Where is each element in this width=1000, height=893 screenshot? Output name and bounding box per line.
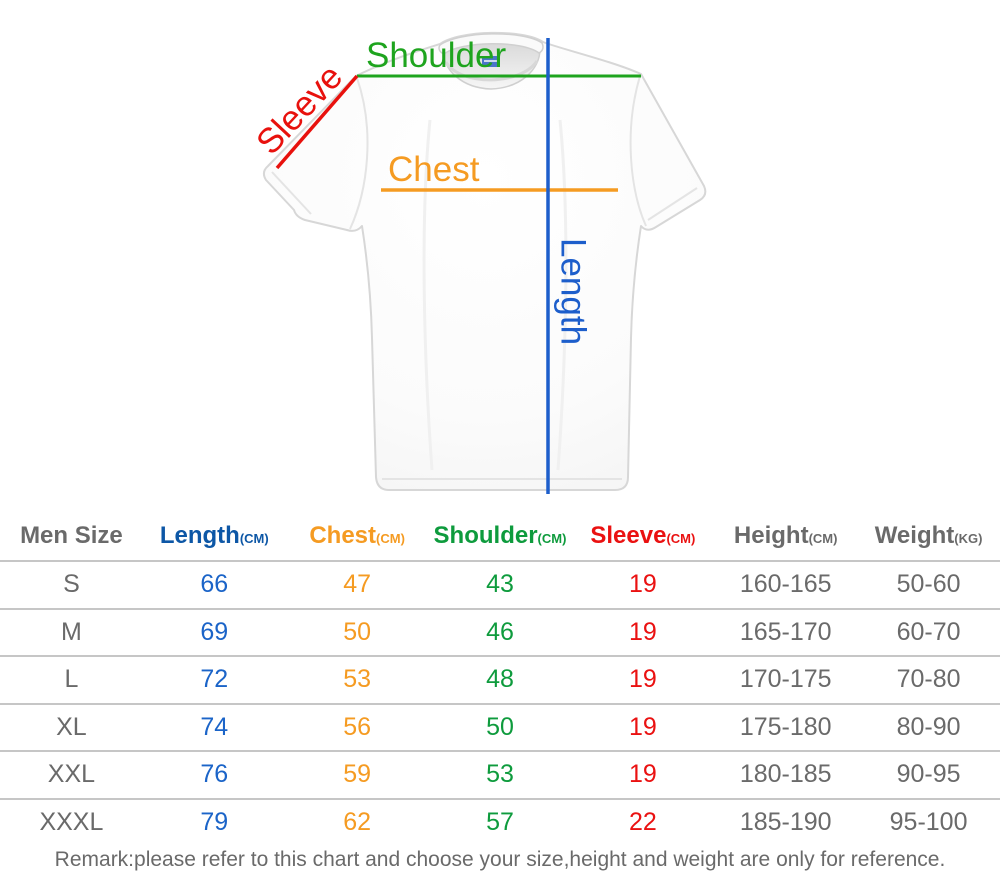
header-height: Height(CM) (733, 522, 838, 549)
left-cuff-seam (271, 171, 312, 215)
cell-weight: 60-70 (896, 617, 961, 646)
cell-shoulder: 57 (486, 807, 514, 836)
cell-weight: 90-95 (896, 760, 961, 789)
tshirt-illustration (262, 31, 707, 494)
cell-height: 175-180 (739, 712, 832, 741)
header-chest: Chest(CM) (309, 522, 405, 549)
cell-shoulder: 50 (486, 712, 514, 741)
cell-length: 76 (200, 760, 229, 789)
cell-length: 69 (200, 617, 229, 646)
cell-sleeve: 19 (628, 712, 657, 741)
table-row-s: S 66 47 43 19 160-165 50-60 (0, 562, 1000, 610)
cell-length: 72 (200, 665, 229, 694)
table-row-m: M 69 50 46 19 165-170 60-70 (0, 610, 1000, 657)
header-shoulder: Shoulder(CM) (433, 522, 567, 549)
cell-shoulder: 43 (486, 570, 514, 599)
cell-sleeve: 22 (628, 807, 657, 836)
header-length: Length(CM) (159, 522, 269, 549)
cell-length: 79 (200, 807, 229, 836)
header-men-size: Men Size (20, 522, 123, 549)
cell-size: XXL (47, 760, 96, 789)
cell-size: XL (56, 712, 87, 741)
cell-sleeve: 19 (628, 570, 657, 599)
cell-sleeve: 19 (628, 760, 657, 789)
remark-text: Remark:please refer to this chart and ch… (54, 848, 946, 871)
collar-tag-text-line (484, 60, 497, 62)
header-sleeve: Sleeve(CM) (590, 522, 696, 549)
collar-back-band (438, 33, 544, 55)
right-cuff-seam (647, 187, 698, 221)
table-row-xl: XL 74 56 50 19 175-180 80-90 (0, 705, 1000, 752)
tshirt-measurement-figure: Shoulder Sleeve Chest Length (249, 31, 707, 494)
cell-height: 170-175 (739, 665, 832, 694)
right-armhole-seam (629, 75, 647, 227)
cell-height: 160-165 (739, 570, 832, 599)
cell-height: 180-185 (739, 760, 832, 789)
cell-weight: 95-100 (889, 807, 968, 836)
left-armhole-seam (349, 77, 369, 230)
collar-front-seam (444, 60, 539, 82)
cell-height: 185-190 (739, 807, 832, 836)
cell-height: 165-170 (739, 617, 832, 646)
cell-chest: 59 (343, 760, 372, 789)
cell-weight: 70-80 (896, 665, 961, 694)
cell-shoulder: 53 (486, 760, 514, 789)
cell-weight: 50-60 (896, 570, 961, 599)
size-table-header-row: Men Size Length(CM) Chest(CM) Shoulder(C… (0, 512, 1000, 562)
table-row-l: L 72 53 48 19 170-175 70-80 (0, 657, 1000, 705)
cell-sleeve: 19 (628, 665, 657, 694)
cell-shoulder: 48 (486, 665, 514, 694)
size-table: Men Size Length(CM) Chest(CM) Shoulder(C… (0, 512, 1000, 845)
cell-length: 66 (200, 570, 229, 599)
cell-size: M (61, 617, 82, 646)
cell-size: L (64, 665, 79, 694)
chest-label: Chest (388, 150, 480, 189)
cell-weight: 80-90 (896, 712, 961, 741)
length-label: Length (553, 238, 593, 346)
cell-chest: 56 (343, 712, 372, 741)
shoulder-label: Shoulder (366, 36, 507, 75)
cell-chest: 62 (343, 807, 372, 836)
fabric-fold-right (556, 119, 568, 471)
cell-chest: 47 (343, 570, 372, 599)
fabric-fold-left (422, 119, 434, 471)
sleeve-measure-line (275, 74, 359, 170)
tshirt-body (262, 31, 707, 491)
cell-chest: 50 (343, 617, 372, 646)
cell-sleeve: 19 (628, 617, 657, 646)
table-row-xxl: XXL 76 59 53 19 180-185 90-95 (0, 752, 1000, 800)
cell-size: S (63, 570, 80, 599)
header-weight: Weight(KG) (874, 522, 983, 549)
cell-chest: 53 (343, 665, 372, 694)
cell-length: 74 (200, 712, 229, 741)
cell-shoulder: 46 (486, 617, 514, 646)
table-row-xxxl: XXXL 79 62 57 22 185-190 95-100 (0, 800, 1000, 846)
cell-size: XXXL (39, 807, 104, 836)
